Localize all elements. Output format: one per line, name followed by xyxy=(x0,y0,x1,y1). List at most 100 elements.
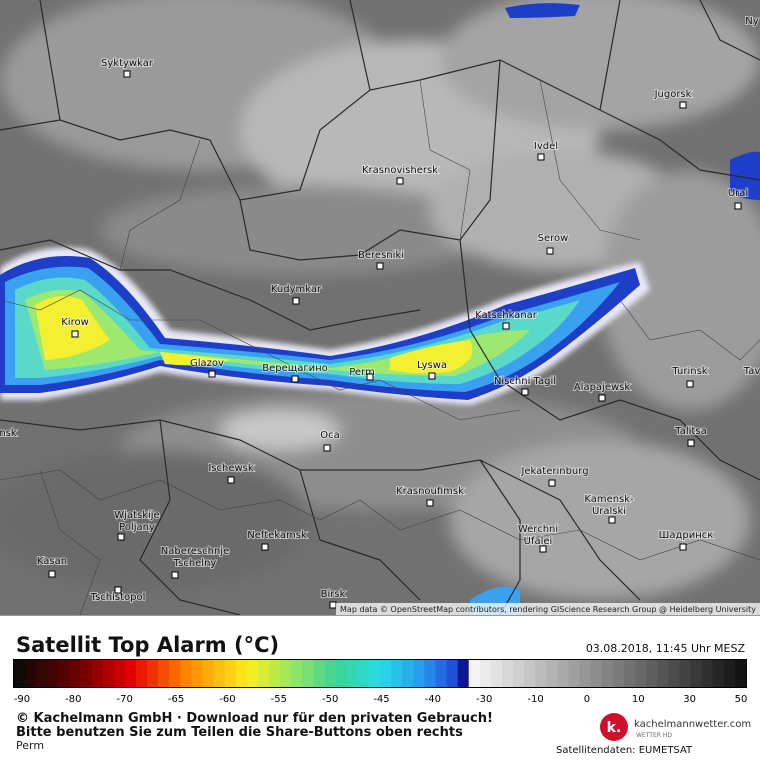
city-label: Верещагино xyxy=(262,363,327,374)
colorbar-tick-label: -90 xyxy=(14,694,30,705)
city-label: Krasnoufimsk xyxy=(396,486,464,497)
legend-swatch xyxy=(568,660,581,687)
city-label: Jugorsk xyxy=(654,89,692,100)
legend-swatch xyxy=(213,660,226,687)
legend-swatch xyxy=(435,660,448,687)
city-label: Nischni Tagil xyxy=(494,376,556,387)
city-marker xyxy=(208,370,216,378)
colorbar-tick-label: -45 xyxy=(373,694,389,705)
colorbar-tick-label: -55 xyxy=(271,694,287,705)
city-label: Talitsa xyxy=(674,426,706,437)
legend-swatch xyxy=(446,660,459,687)
city-label: Urai xyxy=(728,188,748,199)
city-marker xyxy=(396,177,404,185)
city-label: Kamensk- xyxy=(584,494,634,505)
legend-swatch xyxy=(579,660,592,687)
district-borders xyxy=(0,79,760,615)
city-label: Oca xyxy=(320,430,340,441)
legend-swatch xyxy=(14,660,26,687)
city-marker xyxy=(71,330,79,338)
colorbar-tick-label: -60 xyxy=(219,694,235,705)
legend-swatch xyxy=(36,660,48,687)
city-label: Poljany xyxy=(119,522,155,533)
city-label: Uralski xyxy=(592,506,626,517)
city-marker xyxy=(426,499,434,507)
map-attribution: Map data © OpenStreetMap contributors, r… xyxy=(340,605,756,614)
colorbar-tick-label: -65 xyxy=(168,694,184,705)
legend-swatch xyxy=(424,660,436,687)
admin-borders xyxy=(0,0,760,615)
city-label: Ufalei xyxy=(524,536,553,547)
city-label: Werchni xyxy=(518,524,558,535)
city-marker xyxy=(608,516,616,524)
city-label: Ischewsk xyxy=(208,463,254,474)
legend-swatch xyxy=(58,660,70,687)
city-label: Wjatskije xyxy=(114,510,159,521)
legend-swatch xyxy=(380,660,392,687)
legend-swatch xyxy=(734,660,747,687)
city-label: Tschelny xyxy=(173,558,217,569)
city-marker xyxy=(734,202,742,210)
legend-swatch xyxy=(291,660,303,687)
legend-swatch xyxy=(723,660,736,687)
legend-swatch xyxy=(302,660,314,687)
logo: k. kachelmannwetter.com WETTER HD xyxy=(600,713,751,741)
legend-swatch xyxy=(468,660,481,687)
city-label: Syktywkar xyxy=(101,58,154,69)
colorbar-tick-label: -50 xyxy=(322,694,338,705)
legend-swatch xyxy=(657,660,669,687)
legend-swatch xyxy=(635,660,647,687)
legend-swatch xyxy=(202,660,215,687)
legend-swatch xyxy=(102,660,115,687)
city-marker xyxy=(679,543,687,551)
city-label: Beresniki xyxy=(358,250,404,261)
share-note: Bitte benutzen Sie zum Teilen die Share-… xyxy=(16,725,463,740)
city-label: Kirow xyxy=(61,317,89,328)
logo-name: kachelmannwetter.com xyxy=(634,719,751,730)
satellite-map: Syktywkar Jugorsk Ivdel Krasnovishersk Urai B… xyxy=(0,0,760,615)
legend-swatch xyxy=(346,660,359,687)
datetime: 03.08.2018, 11:45 Uhr MESZ xyxy=(586,642,746,655)
copyright: © Kachelmann GmbH · Download nur für den… xyxy=(16,711,493,726)
city-label: Katschkanar xyxy=(475,310,538,321)
legend-swatch xyxy=(113,660,126,687)
legend-swatch xyxy=(490,660,503,687)
legend-swatch xyxy=(679,660,692,687)
legend-swatch xyxy=(158,660,170,687)
legend-swatch xyxy=(136,660,148,687)
colorbar-tick-label: -70 xyxy=(117,694,133,705)
city-label: Lyswa xyxy=(417,360,447,371)
legend-swatch xyxy=(357,660,370,687)
city-marker xyxy=(292,297,300,305)
city-label: Jekaterinburg xyxy=(520,466,588,477)
city-label: Ny xyxy=(745,16,758,27)
legend-swatch xyxy=(335,660,348,687)
legend-swatch xyxy=(80,660,93,687)
city-marker xyxy=(502,322,510,330)
legend-swatch xyxy=(169,660,181,687)
city-label: Шадринск xyxy=(659,530,714,541)
colorbar-tick-label: 0 xyxy=(584,694,590,705)
city-label: Tav xyxy=(743,366,760,377)
legend-swatch xyxy=(258,660,270,687)
city-label: Neftekamsk xyxy=(247,530,307,541)
colorbar-tick-label: -30 xyxy=(476,694,492,705)
legend-swatch xyxy=(402,660,414,687)
city-label: Nabereschnje xyxy=(161,546,229,557)
city-marker xyxy=(537,153,545,161)
legend-swatch xyxy=(479,660,492,687)
city-marker xyxy=(114,586,122,594)
logo-letter: k. xyxy=(607,720,622,736)
legend-swatch xyxy=(457,660,470,687)
city-marker xyxy=(539,545,547,553)
legend-swatch xyxy=(502,660,514,687)
city-marker xyxy=(546,247,554,255)
city-marker xyxy=(548,479,556,487)
city-marker xyxy=(521,388,529,396)
logo-icon xyxy=(600,713,628,741)
city-label: Turinsk xyxy=(671,366,707,377)
city-marker xyxy=(428,372,436,380)
cloud-layer xyxy=(0,0,760,600)
logo-sub: WETTER HD xyxy=(636,732,672,739)
